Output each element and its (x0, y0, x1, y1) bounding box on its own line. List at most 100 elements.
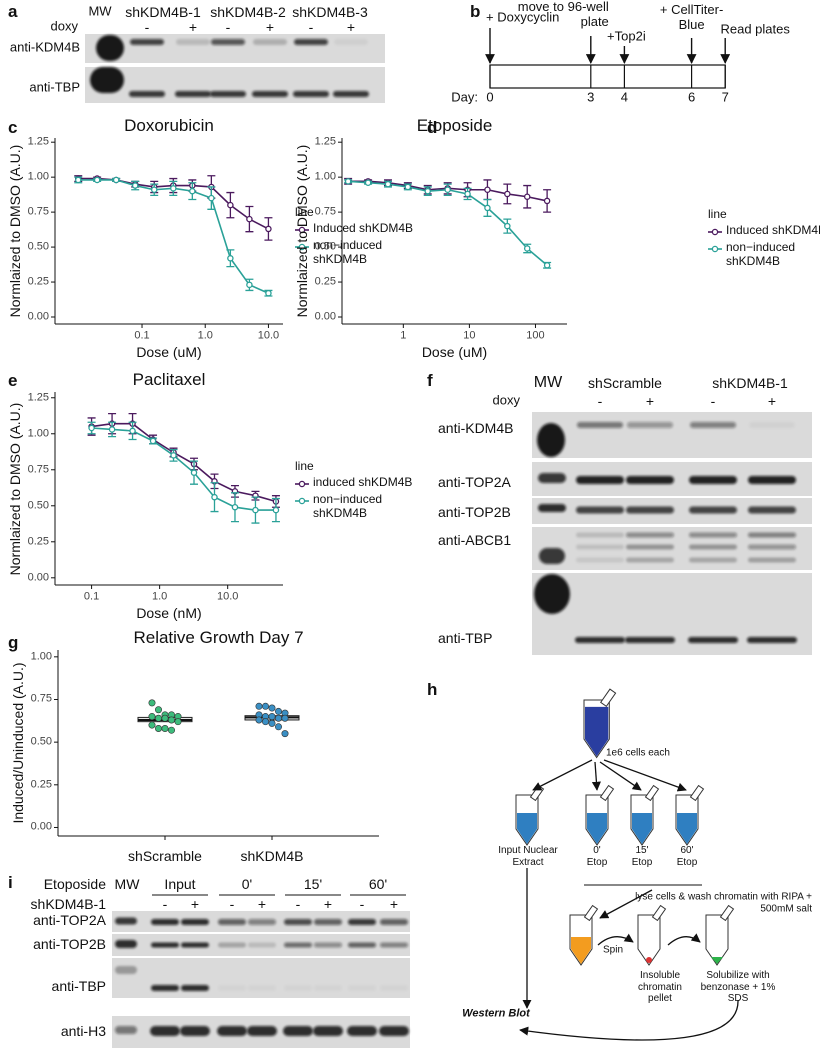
data-point (261, 718, 269, 726)
blot-band (130, 39, 164, 45)
blot-band (689, 476, 737, 484)
blot-band (380, 942, 408, 948)
day-label: 6 (687, 89, 696, 105)
label: Day: (451, 89, 478, 105)
data-point (246, 281, 253, 289)
blot-band (380, 919, 408, 925)
blot-band (314, 942, 342, 948)
blot-band (181, 919, 209, 925)
data-point (523, 245, 531, 252)
blot-band (248, 985, 276, 991)
event-label: + CellTiter-Blue (659, 2, 724, 32)
y-tick-label: 0.00 (27, 571, 49, 584)
blot-band (181, 942, 209, 948)
blot-band (294, 39, 328, 45)
tube-cap (583, 904, 599, 922)
x-tick-label: 10 (463, 329, 476, 342)
label: + (346, 18, 356, 35)
panel-letter: e (8, 371, 18, 391)
x-tick-label: 10.0 (216, 590, 239, 603)
data-point (424, 187, 431, 195)
legend-swatch (711, 228, 719, 236)
blot-strip (532, 412, 812, 458)
chart-title: Doxorubicin (124, 116, 214, 136)
label: + (767, 392, 777, 409)
label: anti-H3 (60, 1022, 106, 1039)
data-point (88, 424, 95, 432)
y-axis-label: Induced/Uninduced (A.U.) (9, 662, 26, 824)
data-point (274, 714, 282, 722)
label: MW (88, 3, 112, 19)
label: - (144, 18, 150, 35)
blot-band (115, 966, 137, 974)
data-point (189, 187, 196, 195)
data-point (444, 186, 451, 193)
timeline (489, 64, 726, 89)
label: + (645, 392, 655, 409)
chart-title: Relative Growth Day 7 (133, 628, 304, 648)
data-point (155, 706, 163, 714)
blot-band (380, 985, 408, 991)
label: 1e6 cells each (606, 747, 670, 759)
blot-band (627, 422, 673, 428)
label: - (597, 392, 603, 409)
label: 60' (368, 875, 388, 892)
arrow (519, 999, 739, 1041)
data-point (255, 716, 263, 724)
blot-band (284, 985, 312, 991)
y-tick-label: 0.50 (27, 499, 49, 512)
data-point (108, 426, 116, 433)
blot-band (689, 532, 737, 538)
tube-cap (644, 784, 660, 802)
blot-band (748, 557, 796, 563)
blot-band (749, 422, 795, 428)
data-point (211, 493, 218, 501)
data-point (384, 180, 392, 188)
data-point (161, 724, 169, 732)
legend-swatch (298, 243, 306, 251)
panel-letter: g (8, 633, 19, 653)
blot-band (537, 423, 565, 457)
label: 0' (241, 875, 253, 892)
tube-liquid (587, 813, 607, 844)
label: shKDM4B-3 (292, 3, 368, 20)
blot-band (217, 1026, 247, 1036)
label: MW (114, 875, 140, 892)
blot-band (283, 1026, 313, 1036)
label: Insoluble chromatin pellet (638, 970, 682, 1004)
data-point (168, 716, 176, 724)
label: + (190, 895, 200, 912)
blot-band (218, 985, 246, 991)
legend-entry: Induced shKDM4B (726, 223, 820, 237)
x-tick-label: shScramble (128, 847, 202, 864)
data-point (261, 702, 269, 710)
blot-band (314, 919, 342, 925)
blot-band (176, 39, 210, 45)
y-tick-label: 0.75 (314, 205, 336, 218)
data-point (155, 724, 163, 732)
pellet (646, 957, 652, 963)
blot-band (115, 917, 137, 925)
blot-band (348, 942, 376, 948)
label: shKDM4B-1 (30, 895, 106, 912)
blot-band (284, 919, 312, 925)
blot-band (626, 557, 674, 563)
panel-letter: i (8, 873, 13, 893)
x-tick-label: 10.0 (257, 329, 280, 342)
blot-band (115, 1026, 137, 1034)
data-point (227, 255, 234, 262)
legend-swatch (298, 480, 306, 488)
blot-band (210, 91, 246, 97)
blot-band (175, 91, 211, 97)
blot-band (96, 35, 124, 61)
blot-band (348, 919, 376, 925)
x-tick-label: 100 (526, 329, 545, 342)
blot-band (576, 557, 624, 563)
y-axis-label: Normlaized to DMSO (A.U.) (6, 144, 23, 318)
panel-letter: b (470, 2, 481, 22)
label: anti-TOP2A (33, 911, 106, 928)
y-tick-label: 0.50 (27, 240, 49, 253)
y-tick-label: 1.00 (27, 427, 49, 440)
label: anti-KDM4B (438, 419, 514, 436)
